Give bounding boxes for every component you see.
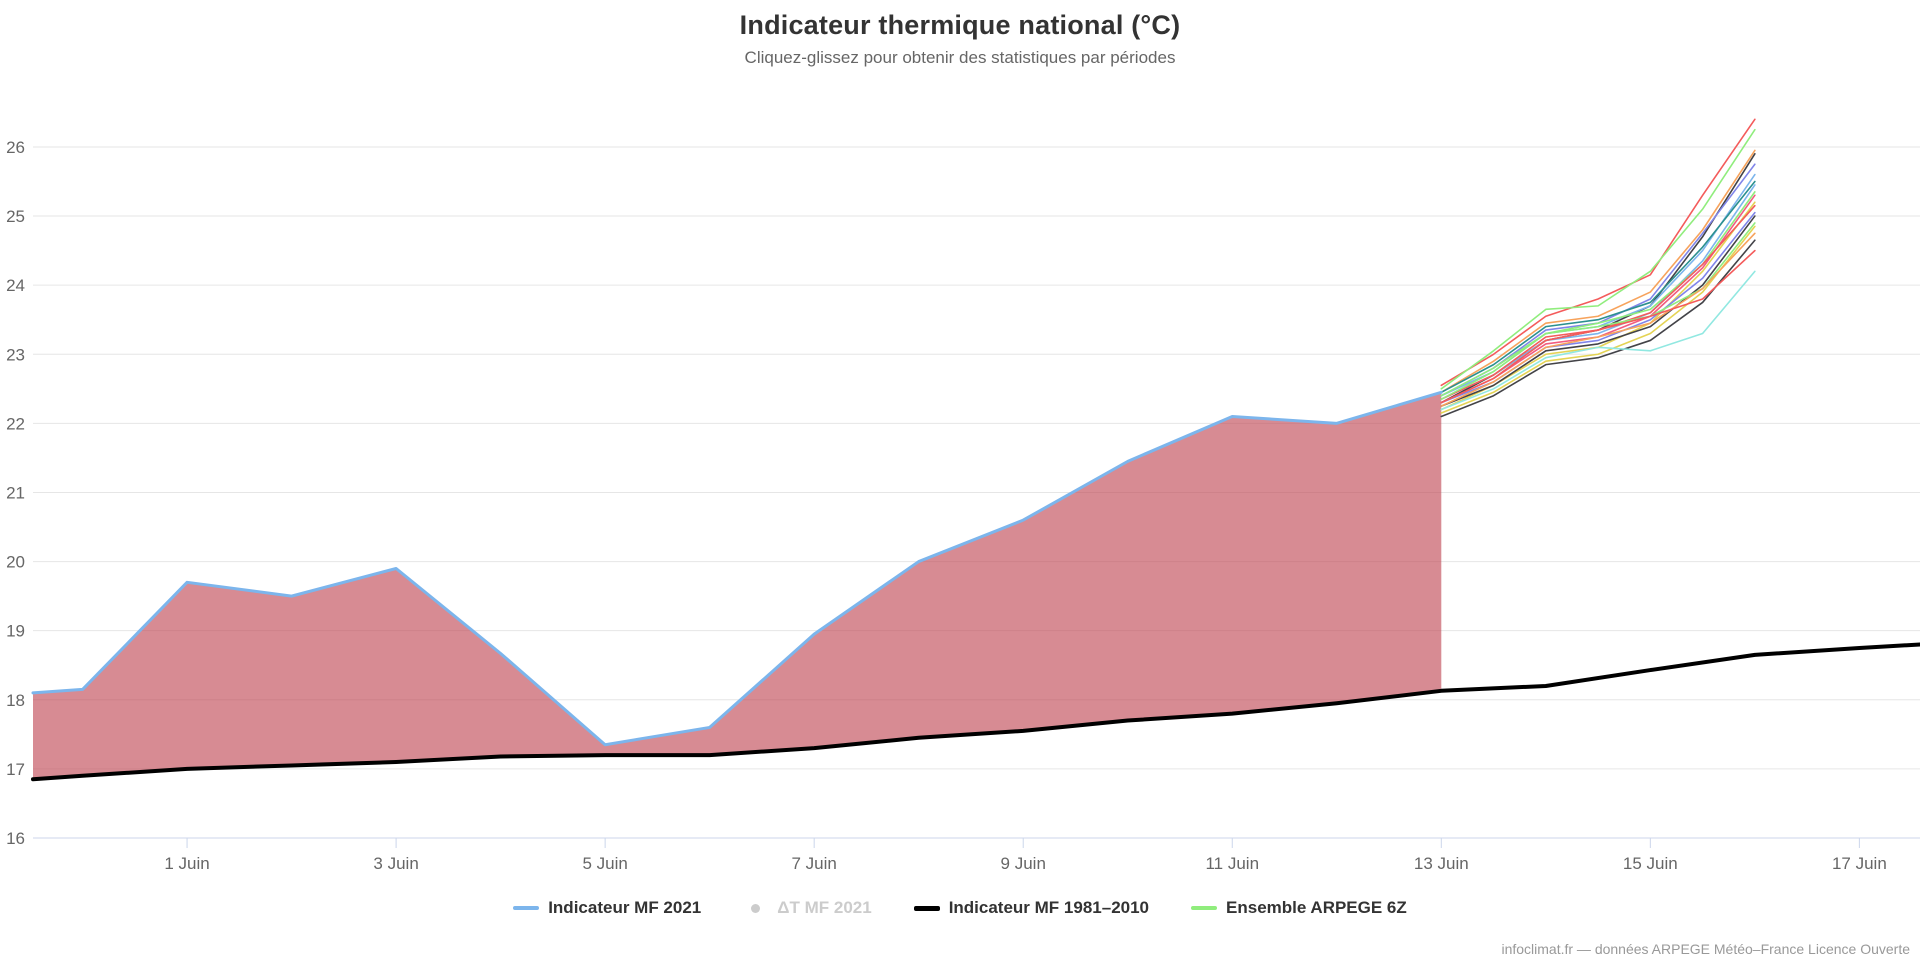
x-axis-label: 5 Juin [582,854,627,873]
series-indicateur-mf-2021[interactable] [31,390,1443,747]
plot-area[interactable] [33,48,1920,838]
chart-subtitle: Cliquez-glissez pour obtenir des statist… [744,48,1176,67]
chart-legend: Indicateur MF 2021 ΔT MF 2021 Indicateur M… [0,898,1920,918]
x-axis-label: 3 Juin [373,854,418,873]
legend-dot-icon [751,903,761,913]
y-axis-label: 22 [6,414,25,433]
x-axis-label: 13 Juin [1414,854,1469,873]
y-axis-label: 17 [6,760,25,779]
legend-item-indicateur-mf-1981-2010[interactable]: Indicateur MF 1981–2010 [913,898,1150,918]
legend-label: Indicateur MF 2021 [548,898,702,917]
y-axis-label: 20 [6,553,25,572]
y-axis-label: 19 [6,622,25,641]
x-axis-label: 11 Juin [1205,854,1259,873]
x-axis-label: 17 Juin [1832,854,1887,873]
series-ensemble-member-19[interactable] [1440,249,1756,404]
legend-label: Ensemble ARPEGE 6Z [1226,898,1407,917]
legend-label: Indicateur MF 1981–2010 [948,898,1150,917]
legend-line-icon [1191,906,1218,910]
series-ensemble-member-7[interactable] [1440,180,1756,394]
legend-item--t-mf-2021[interactable]: ΔT MF 2021 [743,898,872,918]
y-axis-label: 25 [6,207,25,226]
y-axis-label: 16 [6,829,25,848]
x-axis-label: 7 Juin [791,854,836,873]
series-ensemble-member-14[interactable] [1440,215,1756,407]
series-ensemble-member-18[interactable] [1440,239,1756,418]
series-ensemble-member-16[interactable] [1440,225,1756,414]
legend-label: ΔT MF 2021 [777,898,872,917]
series-ensemble-member-1[interactable] [1440,118,1756,387]
legend-line-icon [513,906,540,910]
x-axis-label: 9 Juin [1001,854,1046,873]
credit-link[interactable]: infoclimat.fr — données ARPEGE Météo–Fra… [1501,941,1910,957]
y-axis-label: 21 [6,483,25,502]
x-axis-label: 1 Juin [164,854,209,873]
series-indicateur-mf-1981-2010[interactable] [31,642,1920,782]
y-axis-label: 18 [6,691,25,710]
y-axis-label: 26 [6,138,25,157]
anomaly-area[interactable] [33,392,1442,780]
legend-line-icon [913,905,940,911]
chart-title: Indicateur thermique national (°C) [739,10,1181,40]
y-axis-label: 23 [6,345,25,364]
legend-item-ensemble-arpege-6z[interactable]: Ensemble ARPEGE 6Z [1191,898,1407,918]
series-ensemble-member-3[interactable] [1440,149,1756,394]
series-ensemble-member-17[interactable] [1440,232,1756,407]
y-axis-label: 24 [6,276,25,295]
series-ensemble-member-20[interactable] [1440,270,1756,411]
series-ensemble-member-2[interactable] [1440,128,1756,390]
x-axis-label: 15 Juin [1623,854,1678,873]
legend-item-indicateur-mf-2021[interactable]: Indicateur MF 2021 [513,898,701,918]
